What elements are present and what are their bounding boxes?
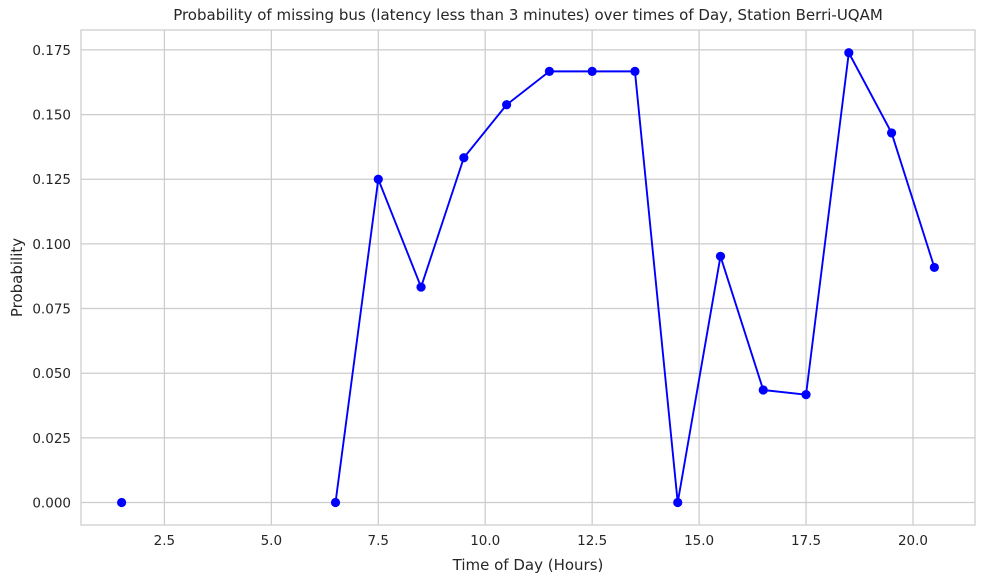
data-point <box>801 390 811 400</box>
y-tick-label: 0.025 <box>32 431 71 447</box>
data-point <box>715 251 726 261</box>
x-tick-label: 17.5 <box>791 533 821 549</box>
x-tick-label: 15.0 <box>684 533 714 549</box>
data-point <box>459 153 469 163</box>
x-axis-label: Time of Day (Hours) <box>452 556 604 574</box>
y-tick-label: 0.150 <box>32 108 71 124</box>
data-point <box>673 497 683 508</box>
data-point <box>886 128 897 138</box>
chart-title: Probability of missing bus (latency less… <box>173 6 883 24</box>
x-tick-label: 2.5 <box>154 533 175 549</box>
y-tick-label: 0.050 <box>32 366 71 382</box>
data-point <box>630 66 640 76</box>
data-point <box>373 174 383 184</box>
data-point <box>502 100 512 110</box>
y-axis-label: Probability <box>8 238 26 317</box>
x-tick-label: 12.5 <box>577 533 607 549</box>
data-point <box>117 497 127 508</box>
y-tick-label: 0.000 <box>32 496 71 512</box>
data-point <box>929 262 939 273</box>
y-tick-label: 0.075 <box>32 302 71 318</box>
x-tick-label: 7.5 <box>368 533 389 549</box>
data-point <box>587 66 597 76</box>
series <box>117 48 939 508</box>
x-tick-label: 5.0 <box>261 533 282 549</box>
plot-frame <box>80 29 976 526</box>
data-point <box>330 497 341 508</box>
grid <box>81 30 975 525</box>
data-point <box>544 66 554 76</box>
data-point <box>416 282 426 292</box>
x-tick-label: 20.0 <box>898 533 928 549</box>
y-tick-label: 0.175 <box>32 43 71 59</box>
y-tick-label: 0.100 <box>32 237 71 253</box>
x-tick-label: 10.0 <box>470 533 500 549</box>
y-tick-label: 0.125 <box>32 172 71 188</box>
data-point <box>844 48 854 58</box>
data-point <box>758 385 768 395</box>
tick-labels: 2.5 5.0 7.5 10.0 12.5 15.0 17.5 20.0 0.000 0.025 0… <box>32 43 928 549</box>
